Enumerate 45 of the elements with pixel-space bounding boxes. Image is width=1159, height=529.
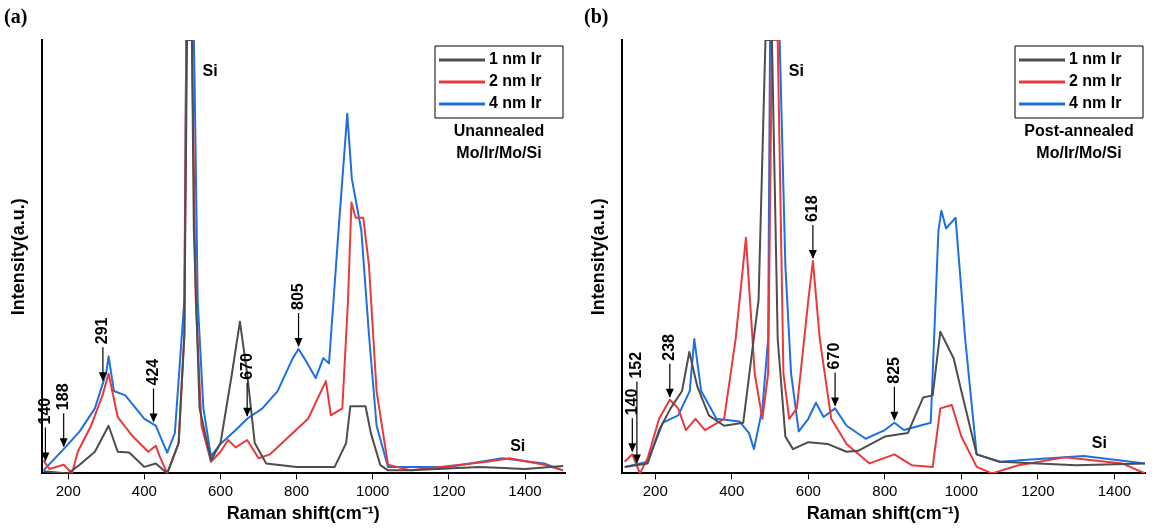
legend-label: 4 nm Ir bbox=[1069, 94, 1122, 112]
annotation: 291 bbox=[93, 317, 111, 345]
annotation: 140 bbox=[622, 388, 640, 416]
x-tick-label: 800 bbox=[284, 481, 310, 499]
annotation: Si bbox=[788, 61, 804, 79]
annotation: Si bbox=[1091, 434, 1107, 452]
x-tick-label: 1400 bbox=[508, 481, 542, 499]
annotation: 670 bbox=[237, 352, 255, 380]
x-tick-label: 600 bbox=[795, 481, 821, 499]
annotation: 238 bbox=[660, 333, 678, 361]
annotation: Si bbox=[202, 61, 218, 79]
x-tick-label: 1200 bbox=[432, 481, 466, 499]
annotation: 188 bbox=[54, 383, 72, 411]
annotation: 825 bbox=[884, 356, 902, 384]
legend-label: 1 nm Ir bbox=[1069, 50, 1122, 68]
x-tick-label: 1000 bbox=[356, 481, 390, 499]
annotation: 805 bbox=[288, 283, 306, 311]
x-tick-label: 1000 bbox=[944, 481, 979, 499]
annotation: 670 bbox=[825, 342, 843, 370]
x-tick-label: 400 bbox=[719, 481, 745, 499]
x-tick-label: 1200 bbox=[1021, 481, 1055, 499]
annotation: Unannealed bbox=[453, 122, 545, 140]
legend-label: 2 nm Ir bbox=[489, 72, 542, 90]
annotation: 424 bbox=[143, 358, 161, 386]
x-axis-title: Raman shift(cm⁻¹) bbox=[806, 503, 960, 524]
x-axis-title: Raman shift(cm⁻¹) bbox=[226, 503, 380, 524]
annotation: 618 bbox=[803, 195, 821, 223]
annotation: Si bbox=[510, 436, 526, 454]
annotation: 152 bbox=[627, 351, 645, 379]
x-tick-label: 200 bbox=[642, 481, 668, 499]
x-tick-label: 400 bbox=[131, 481, 157, 499]
annotation: Post-annealed bbox=[1024, 122, 1134, 140]
y-axis-title: Intensity(a.u.) bbox=[7, 198, 28, 316]
chart-title: (a) bbox=[4, 5, 28, 29]
annotation: Mo/Ir/Mo/Si bbox=[456, 144, 542, 162]
legend-label: 4 nm Ir bbox=[489, 94, 542, 112]
y-axis-title: Intensity(a.u.) bbox=[587, 198, 608, 316]
x-tick-label: 800 bbox=[872, 481, 898, 499]
x-tick-label: 600 bbox=[207, 481, 234, 499]
legend-label: 1 nm Ir bbox=[489, 50, 542, 68]
chart-title: (b) bbox=[584, 5, 609, 29]
x-tick-label: 200 bbox=[55, 481, 81, 499]
legend-label: 2 nm Ir bbox=[1069, 72, 1122, 90]
annotation: Mo/Ir/Mo/Si bbox=[1036, 144, 1122, 162]
x-tick-label: 1400 bbox=[1097, 481, 1132, 499]
